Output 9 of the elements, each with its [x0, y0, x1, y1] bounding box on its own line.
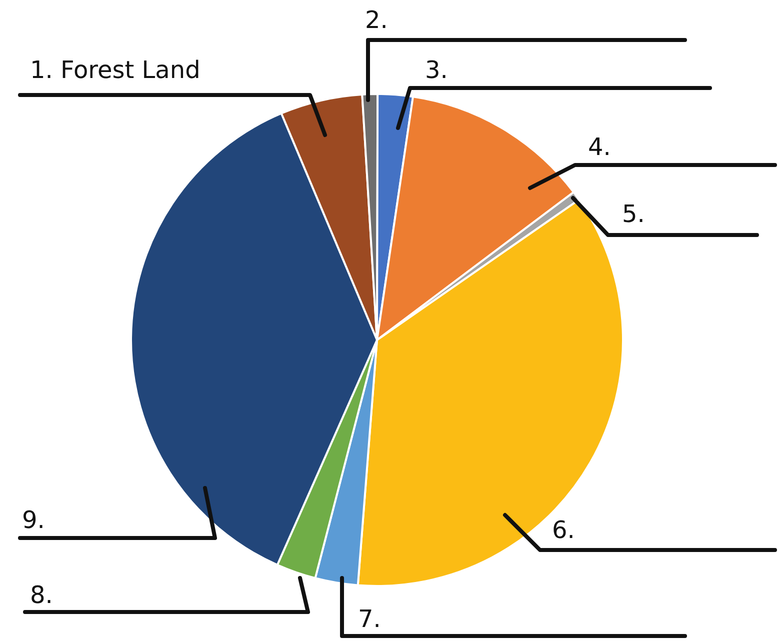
slice-label: 5.: [622, 200, 645, 228]
slice-label: 2.: [365, 6, 388, 34]
slice-label: 7.: [358, 605, 381, 633]
slice-label: 9.: [22, 506, 45, 534]
slice-label: 6.: [552, 516, 575, 544]
slice-label: 8.: [30, 581, 53, 609]
slice-label: 4.: [588, 133, 611, 161]
slice-label: 1. Forest Land: [30, 56, 200, 84]
slice-label: 3.: [425, 56, 448, 84]
